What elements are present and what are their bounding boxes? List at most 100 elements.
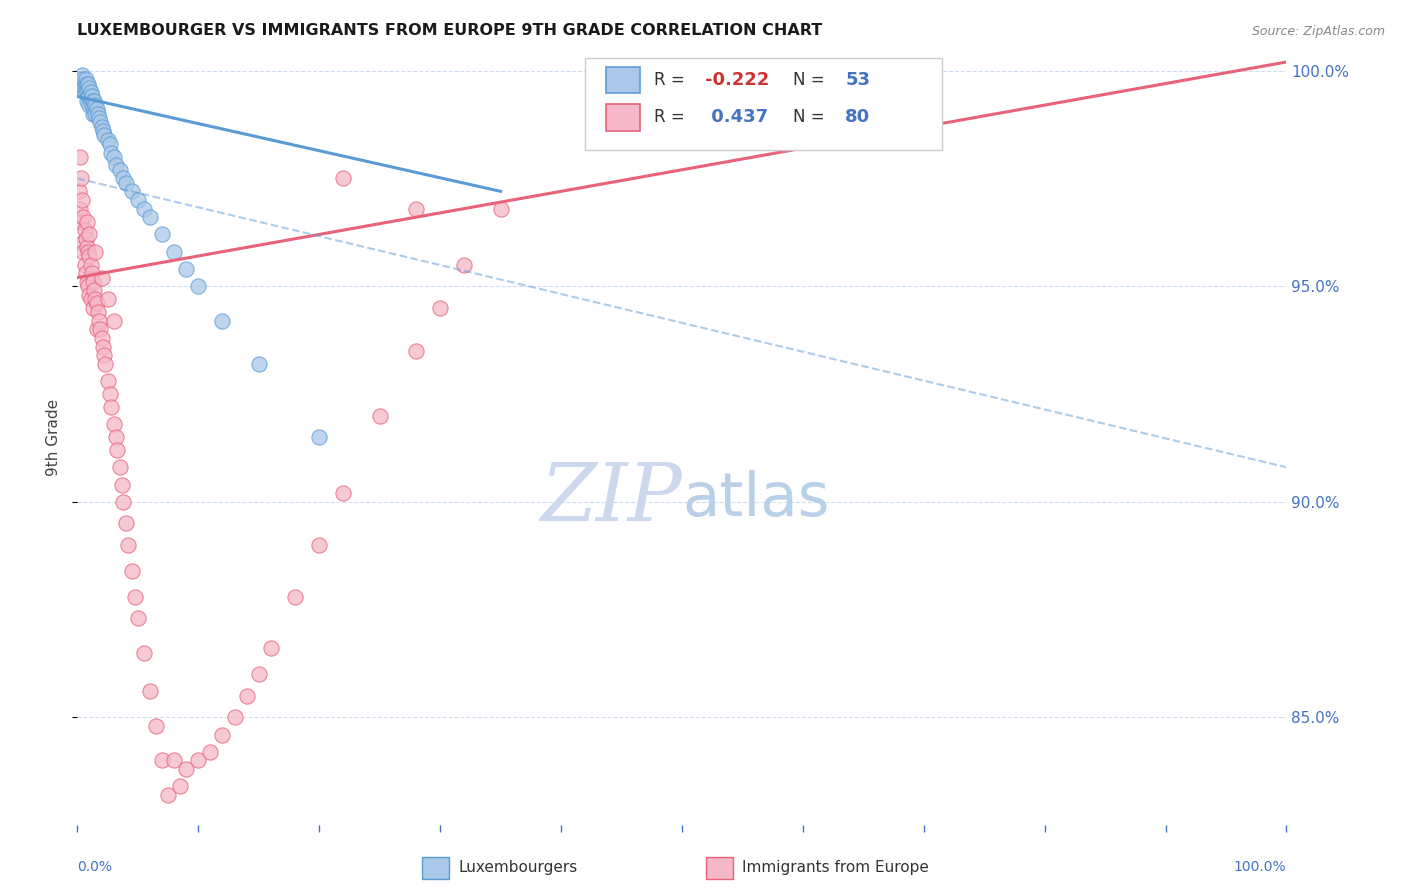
Point (89, 322, 111, 336)
Point (79, 227, 101, 242)
Text: atlas: atlas (682, 470, 830, 529)
Text: R =: R = (654, 71, 690, 89)
Point (124, 590, 146, 604)
Point (87, 305, 110, 319)
Point (77, 77, 100, 91)
Point (80, 89, 103, 103)
Point (76, 275, 98, 289)
Point (77, 89, 100, 103)
Bar (606, 104, 640, 130)
Point (145, 719, 167, 733)
Point (75, 81, 97, 95)
Point (82, 301, 104, 315)
Point (260, 641, 283, 656)
Point (108, 460, 131, 475)
Point (76, 77, 98, 91)
Point (96, 374, 118, 388)
Point (111, 477, 134, 491)
Point (76, 94, 98, 108)
Point (86, 296, 108, 310)
Text: 100.0%: 100.0% (1234, 860, 1286, 873)
FancyBboxPatch shape (585, 58, 942, 150)
Point (73, 85, 96, 99)
Point (235, 689, 257, 703)
Point (91, 124, 114, 138)
Point (70, 77, 93, 91)
Point (89, 115, 111, 129)
Point (127, 193, 149, 207)
Point (79, 98, 101, 112)
Point (174, 262, 197, 277)
Point (132, 202, 155, 216)
Point (127, 611, 149, 625)
Point (90, 331, 112, 345)
Point (77, 279, 100, 293)
Point (73, 223, 96, 237)
Point (117, 538, 139, 552)
Point (114, 176, 136, 190)
Point (90, 120, 112, 134)
Point (139, 211, 162, 225)
Point (150, 754, 173, 768)
Point (69, 150, 91, 164)
Point (80, 266, 103, 280)
Point (87, 111, 110, 125)
Point (76, 240, 98, 254)
Text: N =: N = (793, 108, 830, 127)
Point (79, 292, 101, 306)
Bar (422, 857, 449, 879)
Point (67, 184, 90, 198)
Bar (706, 857, 733, 879)
Point (132, 646, 155, 660)
Point (73, 77, 96, 91)
Point (103, 314, 125, 328)
Point (139, 684, 162, 698)
Point (72, 244, 94, 259)
Point (247, 357, 270, 371)
Text: ZIP: ZIP (540, 460, 682, 538)
Point (72, 72, 94, 87)
Point (70, 193, 93, 207)
Point (79, 94, 101, 108)
Point (79, 85, 101, 99)
Point (187, 754, 209, 768)
Point (114, 516, 136, 531)
Point (83, 284, 105, 298)
Text: R =: R = (654, 108, 690, 127)
Text: Luxembourgers: Luxembourgers (458, 860, 578, 875)
Point (187, 279, 209, 293)
Point (86, 103, 108, 117)
Point (105, 159, 128, 173)
Point (489, 202, 512, 216)
Point (150, 227, 173, 242)
Point (76, 214, 98, 228)
Point (70, 236, 93, 251)
Point (93, 128, 115, 143)
Text: Immigrants from Europe: Immigrants from Europe (742, 860, 929, 875)
Point (112, 171, 135, 186)
Point (84, 98, 107, 112)
Point (98, 387, 121, 401)
Point (75, 72, 97, 87)
Text: -0.222: -0.222 (704, 71, 769, 89)
Point (84, 107, 107, 121)
Bar (606, 67, 640, 94)
Point (87, 107, 110, 121)
Point (100, 400, 122, 414)
Point (84, 292, 107, 306)
Point (73, 258, 96, 272)
Point (76, 85, 98, 99)
Point (98, 136, 121, 151)
Point (105, 430, 128, 444)
Point (94, 357, 117, 371)
Point (224, 710, 246, 724)
Point (112, 494, 135, 508)
Point (453, 258, 475, 272)
Point (79, 258, 101, 272)
Point (70, 68, 93, 82)
Point (70, 171, 93, 186)
Point (368, 409, 391, 423)
Point (90, 270, 112, 285)
Point (82, 107, 104, 121)
Point (200, 745, 222, 759)
